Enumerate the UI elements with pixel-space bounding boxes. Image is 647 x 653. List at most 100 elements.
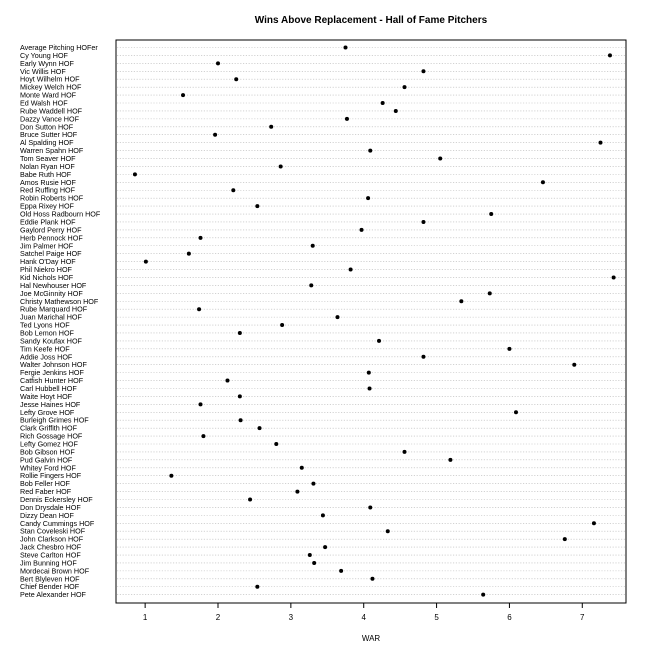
data-point — [169, 473, 174, 478]
x-tick-label: 4 — [361, 613, 366, 622]
data-point — [513, 410, 518, 415]
category-label: Mordecai Brown HOF — [20, 566, 90, 575]
data-point — [598, 140, 603, 145]
category-label: Jim Bunning HOF — [20, 558, 77, 567]
data-point — [459, 299, 464, 304]
category-label: Bob Gibson HOF — [20, 447, 75, 456]
category-label: Pud Galvin HOF — [20, 455, 73, 464]
category-label: Ed Walsh HOF — [20, 99, 68, 108]
data-point — [344, 116, 349, 121]
category-label: Jack Chesbro HOF — [20, 543, 82, 552]
category-label: Steve Carlton HOF — [20, 551, 81, 560]
category-label: Hal Newhouser HOF — [20, 281, 87, 290]
data-point — [213, 132, 218, 137]
data-point — [438, 156, 443, 161]
category-label: Fergie Jenkins HOF — [20, 368, 85, 377]
x-axis: 1 2 3 4 5 6 7 — [143, 603, 585, 622]
category-label: Jesse Haines HOF — [20, 400, 81, 409]
data-point — [377, 338, 382, 343]
category-label: Catfish Hunter HOF — [20, 376, 84, 385]
category-label: Bob Lemon HOF — [20, 328, 75, 337]
data-point — [393, 108, 398, 113]
category-label: Bert Blyleven HOF — [20, 574, 80, 583]
category-label: Gaylord Perry HOF — [20, 225, 82, 234]
data-point — [368, 148, 373, 153]
x-tick-label: 2 — [216, 613, 221, 622]
data-point — [489, 212, 494, 217]
data-point — [234, 77, 239, 82]
category-label: Burleigh Grimes HOF — [20, 416, 89, 425]
category-label: Vic Willis HOF — [20, 67, 66, 76]
data-point — [421, 69, 426, 74]
data-point — [198, 402, 203, 407]
category-label: Eppa Rixey HOF — [20, 202, 75, 211]
category-label: Don Sutton HOF — [20, 122, 74, 131]
data-point — [257, 426, 262, 431]
data-point — [274, 442, 279, 446]
x-tick-label: 3 — [289, 613, 294, 622]
data-point — [320, 513, 325, 518]
data-point — [359, 227, 364, 232]
category-label: Kid Nichols HOF — [20, 273, 74, 282]
category-label: Bob Feller HOF — [20, 479, 71, 488]
category-label: Clark Griffith HOF — [20, 424, 78, 433]
category-label: Sandy Koufax HOF — [20, 336, 83, 345]
category-label: Chief Bender HOF — [20, 582, 80, 591]
x-tick-label: 1 — [143, 613, 148, 622]
category-label: Rube Waddell HOF — [20, 106, 83, 115]
category-label: Juan Marichal HOF — [20, 313, 83, 322]
category-label: Old Hoss Radbourn HOF — [20, 210, 101, 219]
data-point — [572, 362, 577, 367]
category-label: Red Faber HOF — [20, 487, 72, 496]
data-point — [216, 61, 220, 66]
category-label: Phil Niekro HOF — [20, 265, 73, 274]
category-label: Robin Roberts HOF — [20, 194, 84, 203]
data-point — [310, 243, 315, 248]
data-point — [231, 188, 236, 193]
data-point — [197, 307, 202, 312]
category-label: Hoyt Wilhelm HOF — [20, 75, 80, 84]
data-point — [385, 529, 390, 534]
data-points — [132, 45, 616, 597]
category-label: Don Drysdale HOF — [20, 503, 81, 512]
category-label: Cy Young HOF — [20, 51, 69, 60]
data-point — [311, 481, 316, 486]
data-point — [278, 164, 283, 169]
category-label: Bruce Sutter HOF — [20, 130, 78, 139]
data-point — [255, 204, 260, 209]
category-label: Babe Ruth HOF — [20, 170, 72, 179]
data-point — [255, 584, 260, 589]
category-label: Stan Coveleski HOF — [20, 527, 86, 536]
category-label: Whitey Ford HOF — [20, 463, 77, 472]
data-point — [421, 354, 426, 359]
data-point — [295, 489, 300, 494]
data-point — [367, 386, 372, 391]
category-label: Pete Alexander HOF — [20, 590, 87, 599]
category-label: Rube Marquard HOF — [20, 305, 88, 314]
category-label: Early Wynn HOF — [20, 59, 74, 68]
data-point — [348, 267, 353, 272]
data-point — [339, 568, 344, 573]
data-point — [402, 449, 407, 454]
data-point — [143, 259, 148, 264]
data-point — [366, 370, 371, 375]
data-point — [237, 330, 242, 335]
category-label: Lefty Grove HOF — [20, 408, 75, 417]
category-label: Lefty Gomez HOF — [20, 440, 79, 449]
data-point — [368, 505, 373, 510]
category-label: Amos Rusie HOF — [20, 178, 77, 187]
data-point — [370, 576, 375, 581]
category-label: Waite Hoyt HOF — [20, 392, 73, 401]
data-point — [198, 235, 203, 240]
category-label: Al Spalding HOF — [20, 138, 74, 147]
data-point — [323, 545, 328, 550]
data-point — [280, 323, 285, 328]
grid-lines — [117, 47, 625, 595]
data-point — [562, 537, 567, 542]
data-point — [186, 251, 191, 256]
x-tick-label: 5 — [434, 613, 439, 622]
data-point — [312, 560, 317, 565]
data-point — [225, 378, 230, 383]
data-point — [201, 434, 206, 439]
data-point — [611, 275, 616, 280]
